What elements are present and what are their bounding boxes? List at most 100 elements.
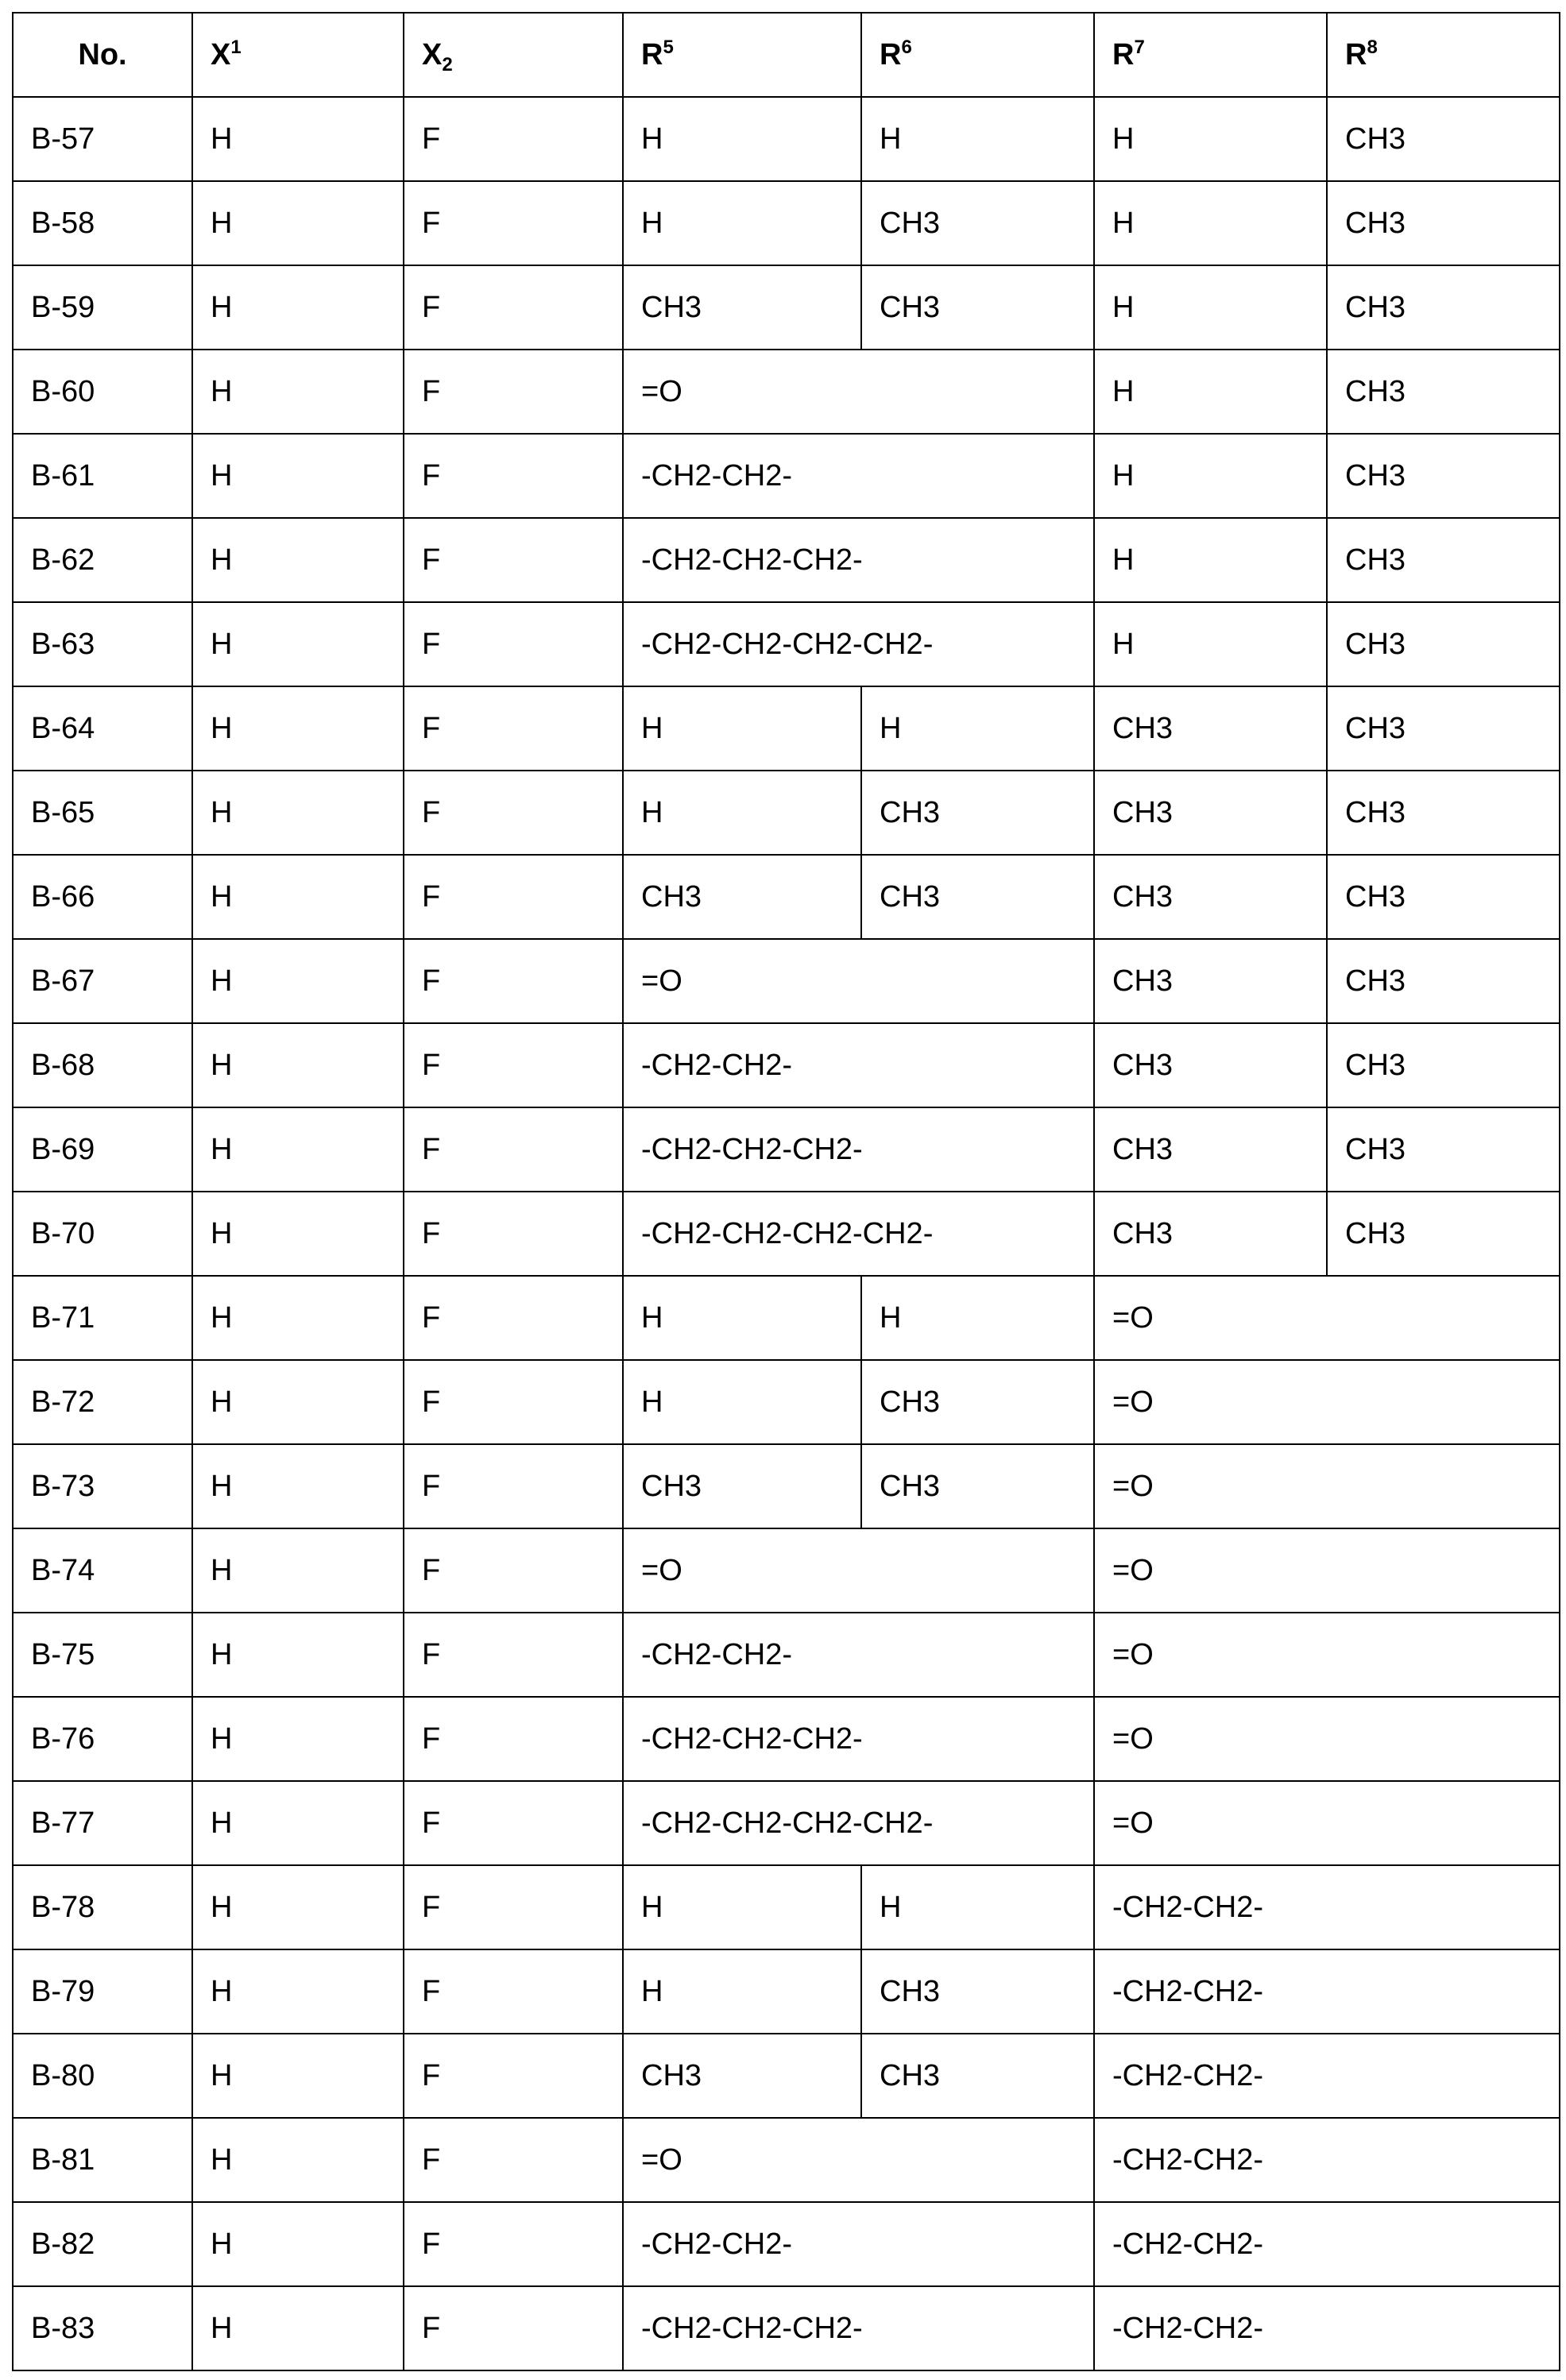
header-supscript: 1 (230, 37, 241, 58)
table-row: B-57HFHHHCH3 (13, 97, 1560, 181)
compound-id-cell: B-74 (13, 1528, 192, 1613)
table-row: B-59HFCH3CH3HCH3 (13, 265, 1560, 350)
compound-id-cell: B-66 (13, 855, 192, 939)
table-row: B-83HF-CH2-CH2-CH2--CH2-CH2- (13, 2286, 1560, 2370)
table-row: B-81HF=O-CH2-CH2- (13, 2118, 1560, 2202)
table-cell: CH3 (861, 265, 1094, 350)
table-cell: H (861, 1865, 1094, 1949)
compound-id-cell: B-65 (13, 771, 192, 855)
table-cell: -CH2-CH2-CH2-CH2- (623, 1192, 1094, 1276)
table-cell: H (192, 2286, 404, 2370)
table-cell: H (1094, 518, 1327, 602)
table-cell: CH3 (861, 1360, 1094, 1444)
table-cell: F (404, 1276, 623, 1360)
table-cell: CH3 (1094, 771, 1327, 855)
table-cell: H (192, 1613, 404, 1697)
table-cell: CH3 (1094, 855, 1327, 939)
table-cell: CH3 (861, 1444, 1094, 1528)
table-cell: F (404, 2202, 623, 2286)
table-cell: =O (623, 1528, 1094, 1613)
table-cell: CH3 (623, 2034, 861, 2118)
table-cell: H (1094, 350, 1327, 434)
table-cell: H (861, 1276, 1094, 1360)
table-row: B-58HFHCH3HCH3 (13, 181, 1560, 265)
table-cell: CH3 (1327, 97, 1560, 181)
compound-id-cell: B-59 (13, 265, 192, 350)
header-row: No.X1X2R5R6R7R8 (13, 13, 1560, 97)
table-cell: H (192, 1949, 404, 2034)
header-label: R (1345, 38, 1367, 71)
compound-id-cell: B-81 (13, 2118, 192, 2202)
table-row: B-77HF-CH2-CH2-CH2-CH2-=O (13, 1781, 1560, 1865)
table-cell: CH3 (1094, 686, 1327, 771)
table-cell: =O (623, 2118, 1094, 2202)
table-cell: H (192, 2118, 404, 2202)
table-cell: F (404, 1613, 623, 1697)
compound-id-cell: B-76 (13, 1697, 192, 1781)
table-cell: CH3 (1327, 771, 1560, 855)
table-cell: =O (623, 939, 1094, 1023)
table-row: B-71HFHH=O (13, 1276, 1560, 1360)
table-cell: H (192, 181, 404, 265)
table-cell: CH3 (861, 855, 1094, 939)
table-row: B-64HFHHCH3CH3 (13, 686, 1560, 771)
table-cell: H (623, 686, 861, 771)
table-cell: CH3 (1327, 1023, 1560, 1107)
table-cell: CH3 (1094, 1192, 1327, 1276)
compound-id-cell: B-70 (13, 1192, 192, 1276)
table-row: B-61HF-CH2-CH2-HCH3 (13, 434, 1560, 518)
column-header: R6 (861, 13, 1094, 97)
table-cell: H (192, 1360, 404, 1444)
table-cell: H (192, 1528, 404, 1613)
table-cell: F (404, 1781, 623, 1865)
table-cell: H (192, 1781, 404, 1865)
table-cell: CH3 (1094, 1023, 1327, 1107)
compound-id-cell: B-68 (13, 1023, 192, 1107)
compound-id-cell: B-67 (13, 939, 192, 1023)
table-cell: H (1094, 265, 1327, 350)
table-cell: H (192, 434, 404, 518)
compound-id-cell: B-73 (13, 1444, 192, 1528)
table-cell: CH3 (1327, 686, 1560, 771)
table-cell: F (404, 265, 623, 350)
table-cell: CH3 (1327, 1192, 1560, 1276)
column-header: X2 (404, 13, 623, 97)
table-cell: H (861, 686, 1094, 771)
compound-id-cell: B-61 (13, 434, 192, 518)
table-cell: F (404, 771, 623, 855)
table-cell: F (404, 1444, 623, 1528)
table-cell: =O (1094, 1697, 1560, 1781)
table-cell: H (192, 350, 404, 434)
table-cell: -CH2-CH2-CH2- (623, 2286, 1094, 2370)
table-cell: H (192, 939, 404, 1023)
table-cell: =O (623, 350, 1094, 434)
table-cell: -CH2-CH2- (1094, 1949, 1560, 2034)
table-cell: =O (1094, 1528, 1560, 1613)
compound-id-cell: B-60 (13, 350, 192, 434)
table-cell: =O (1094, 1444, 1560, 1528)
table-cell: F (404, 97, 623, 181)
table-cell: H (623, 181, 861, 265)
table-cell: H (192, 602, 404, 686)
table-cell: H (1094, 602, 1327, 686)
table-cell: CH3 (861, 1949, 1094, 2034)
table-cell: -CH2-CH2-CH2-CH2- (623, 602, 1094, 686)
table-row: B-80HFCH3CH3-CH2-CH2- (13, 2034, 1560, 2118)
table-cell: H (1094, 181, 1327, 265)
table-cell: CH3 (1327, 602, 1560, 686)
table-cell: F (404, 939, 623, 1023)
compound-table: No.X1X2R5R6R7R8 B-57HFHHHCH3B-58HFHCH3HC… (12, 12, 1560, 2371)
compound-id-cell: B-75 (13, 1613, 192, 1697)
table-cell: H (623, 1949, 861, 2034)
table-cell: =O (1094, 1781, 1560, 1865)
table-cell: -CH2-CH2- (1094, 2034, 1560, 2118)
table-cell: F (404, 686, 623, 771)
table-cell: H (623, 1360, 861, 1444)
table-cell: H (192, 1192, 404, 1276)
compound-id-cell: B-57 (13, 97, 192, 181)
table-cell: H (192, 1107, 404, 1192)
table-cell: H (192, 1697, 404, 1781)
table-cell: -CH2-CH2- (623, 434, 1094, 518)
table-row: B-67HF=OCH3CH3 (13, 939, 1560, 1023)
table-cell: -CH2-CH2-CH2- (623, 1107, 1094, 1192)
